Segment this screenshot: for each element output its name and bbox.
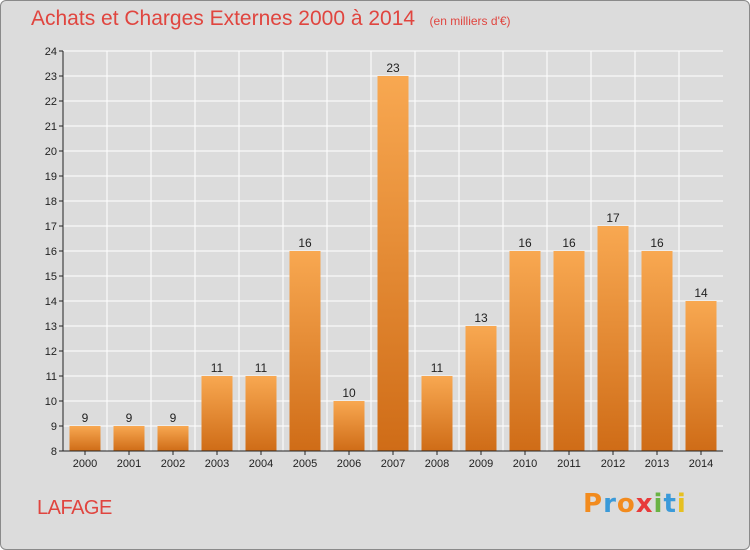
logo-letter: x [635,489,654,519]
x-tick-label: 2007 [381,458,405,470]
data-label: 11 [255,361,268,375]
x-tick-label: 2008 [425,458,449,470]
y-tick-label: 15 [45,271,57,283]
commune-name: LAFAGE [37,497,112,519]
y-tick-label: 11 [46,371,57,383]
x-tick-label: 2005 [293,458,317,470]
proxiti-logo: Proxiti [583,489,687,519]
title-row: Achats et Charges Externes 2000 à 2014 (… [31,7,511,31]
data-labels: 9 9 9 11 11 16 10 23 11 13 16 16 17 16 14 [82,61,708,425]
bar-2011 [553,251,585,451]
bar-2010 [509,251,541,451]
y-tick-label: 18 [45,196,57,208]
axes: 8 9 10 11 12 13 14 15 16 17 18 19 20 21 22 23 24 2000 2001… [45,46,723,470]
y-tick-label: 24 [45,46,57,58]
x-tick-label: 2002 [161,458,185,470]
data-label: 16 [518,236,532,250]
bar-2003 [201,376,233,451]
data-label: 11 [211,361,224,375]
y-tick-label: 14 [45,296,57,308]
x-tick-label: 2014 [689,458,713,470]
y-tick-label: 19 [45,171,57,183]
x-tick-label: 2004 [249,458,273,470]
y-tick-label: 13 [45,321,57,333]
x-tick-label: 2001 [117,458,141,470]
bar-2009 [465,326,497,451]
y-tick-label: 21 [45,121,57,133]
x-tick-label: 2006 [337,458,361,470]
data-label: 10 [342,386,356,400]
bar-2005 [289,251,321,451]
bar-2002 [157,426,189,451]
y-tick-label: 17 [45,221,57,233]
y-tick-label: 16 [45,246,57,258]
bar-2007 [377,76,409,451]
data-label: 13 [474,311,488,325]
x-tick-label: 2013 [645,458,669,470]
y-tick-label: 10 [45,396,57,408]
data-label: 17 [606,211,620,225]
x-tick-label: 2010 [513,458,537,470]
bar-2000 [69,426,101,451]
bar-2001 [113,426,145,451]
chart-subtitle: (en milliers d'€) [429,14,511,28]
logo-letter: P [583,489,604,519]
data-label: 11 [431,361,444,375]
bar-2008 [421,376,453,451]
logo-letter: o [616,489,636,519]
chart-title: Achats et Charges Externes 2000 à 2014 [31,7,416,30]
y-tick-label: 22 [45,96,57,108]
bar-2012 [597,226,629,451]
logo-letter: i [676,489,687,519]
y-tick-label: 12 [45,346,57,358]
logo-letter: t [663,489,677,519]
logo-letter: r [603,489,617,519]
y-tick-label: 8 [51,446,57,458]
bars [69,76,717,451]
y-tick-label: 23 [45,71,57,83]
x-tick-label: 2003 [205,458,229,470]
data-label: 16 [562,236,576,250]
x-tick-label: 2011 [557,458,581,470]
data-label: 23 [386,61,400,75]
bar-2013 [641,251,673,451]
data-label: 9 [126,411,133,425]
bar-2006 [333,401,365,451]
bar-2004 [245,376,277,451]
x-tick-label: 2000 [73,458,97,470]
data-label: 9 [82,411,89,425]
y-tick-label: 20 [45,146,57,158]
x-tick-label: 2009 [469,458,493,470]
data-label: 16 [650,236,664,250]
data-label: 16 [298,236,312,250]
data-label: 9 [170,411,177,425]
x-tick-label: 2012 [601,458,625,470]
data-label: 14 [694,286,708,300]
y-tick-label: 9 [51,421,57,433]
logo-letter: i [653,489,664,519]
bar-2014 [685,301,717,451]
